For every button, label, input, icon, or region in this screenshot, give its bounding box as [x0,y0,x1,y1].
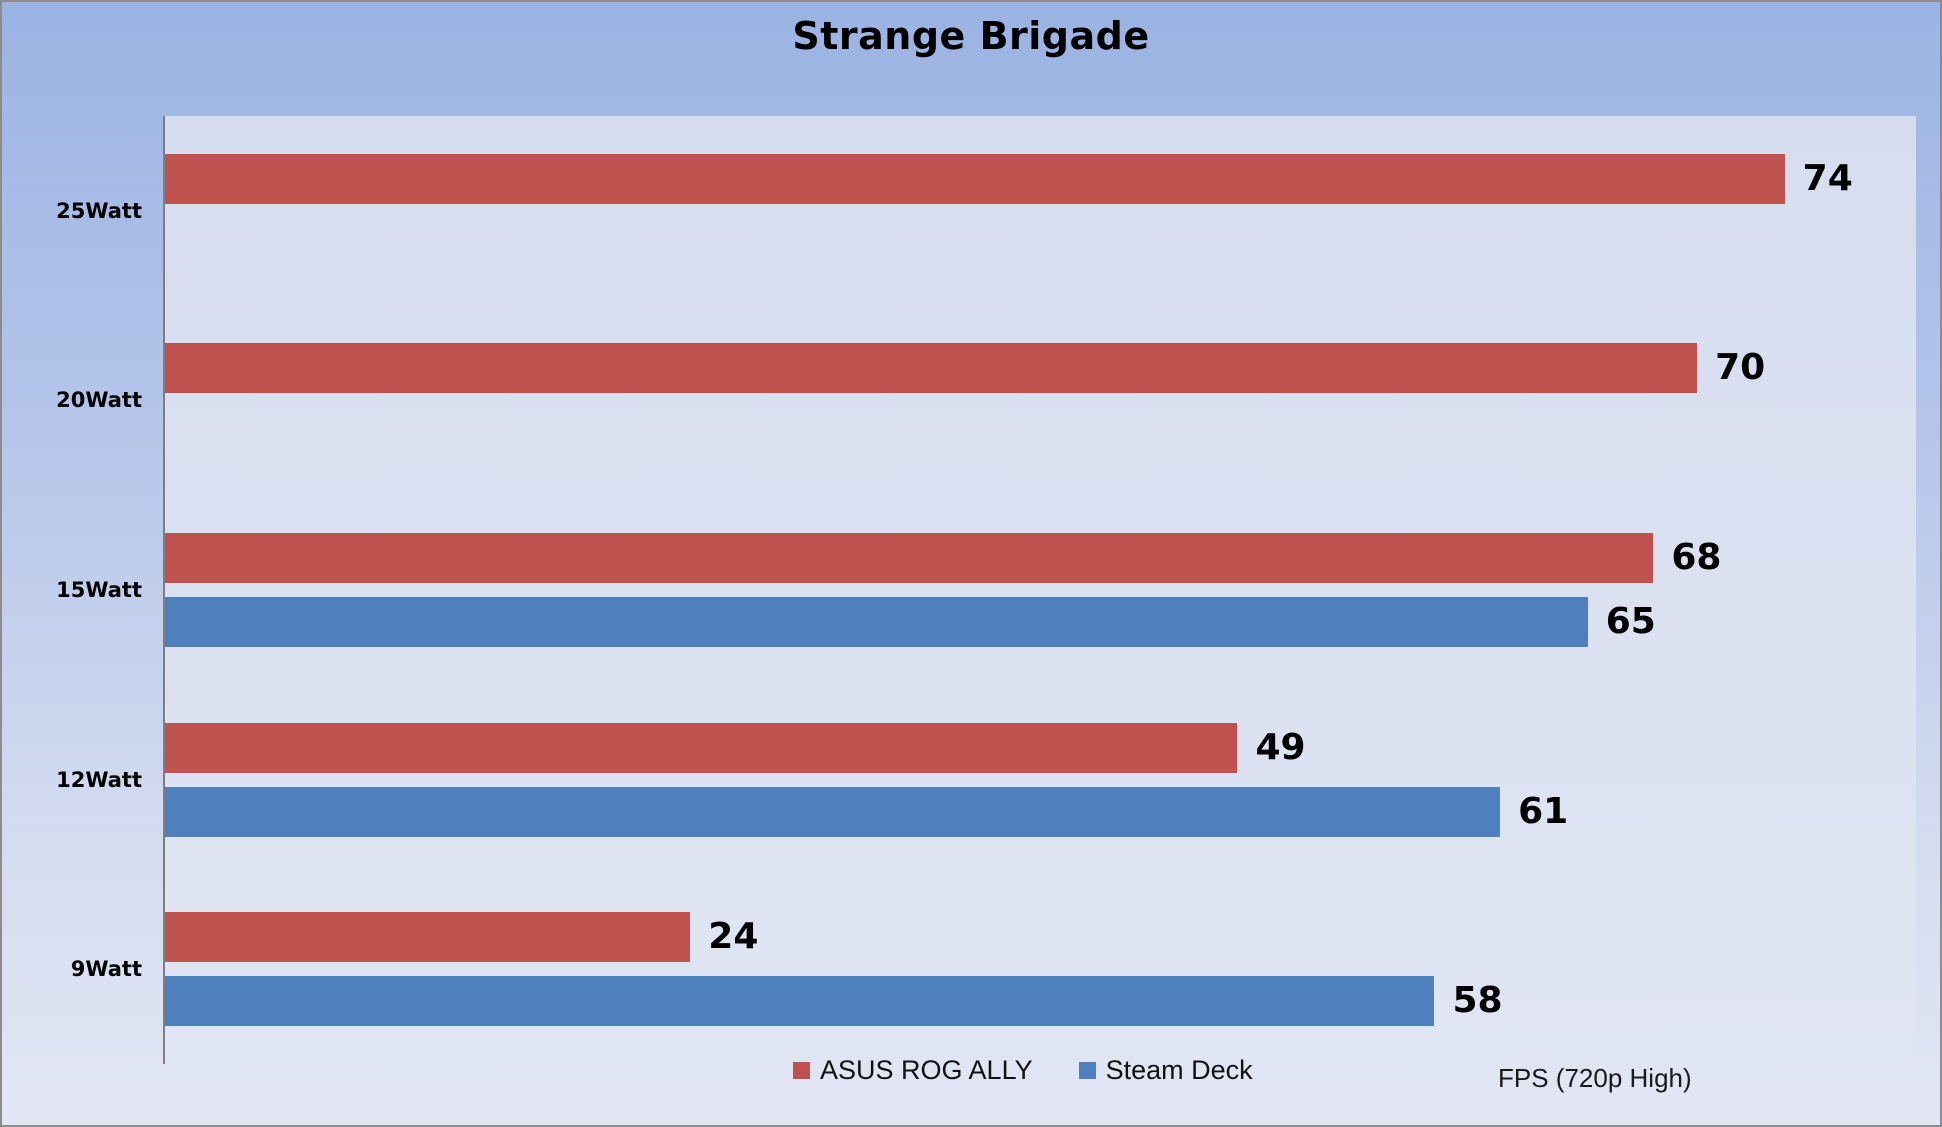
legend-swatch-steam-deck [1078,1062,1096,1079]
chart-title: Strange Brigade [792,14,1150,58]
legend-item-steam-deck: Steam Deck [1078,1055,1253,1086]
bar-asus-rog-ally-12watt [165,722,1238,773]
bar-steam-deck-12watt [165,786,1501,837]
bar-asus-rog-ally-15watt [165,533,1654,583]
category-label-20watt: 20Watt [56,388,142,413]
value-label-asus-rog-ally-20watt: 70 [1715,347,1766,389]
value-label-steam-deck-12watt: 61 [1518,790,1569,832]
value-label-asus-rog-ally-15watt: 68 [1671,537,1722,578]
legend-item-asus-rog-ally: ASUS ROG ALLY [793,1055,1033,1086]
legend: ASUS ROG ALLY Steam Deck [793,1055,1253,1086]
category-label-9watt: 9Watt [70,957,142,982]
legend-label-steam-deck: Steam Deck [1105,1055,1253,1085]
value-label-asus-rog-ally-9watt: 24 [708,916,759,958]
value-label-asus-rog-ally-12watt: 49 [1255,726,1306,768]
value-label-steam-deck-15watt: 65 [1605,601,1656,642]
bar-steam-deck-15watt [165,597,1588,647]
axis-note: FPS (720p High) [1498,1063,1692,1093]
category-label-12watt: 12Watt [56,767,142,792]
category-label-25watt: 25Watt [56,198,142,223]
legend-label-asus-rog-ally: ASUS ROG ALLY [820,1055,1033,1085]
category-label-15watt: 15Watt [56,578,142,602]
bar-steam-deck-9watt [165,976,1435,1027]
bar-asus-rog-ally-9watt [165,912,691,963]
plot-area: 74 70 68 65 49 61 24 58 [163,116,1916,1064]
legend-swatch-asus-rog-ally [793,1062,810,1079]
bar-asus-rog-ally-20watt [165,343,1698,394]
value-label-steam-deck-9watt: 58 [1452,980,1503,1022]
value-label-asus-rog-ally-25watt: 74 [1802,157,1853,199]
bar-asus-rog-ally-25watt [165,153,1785,204]
